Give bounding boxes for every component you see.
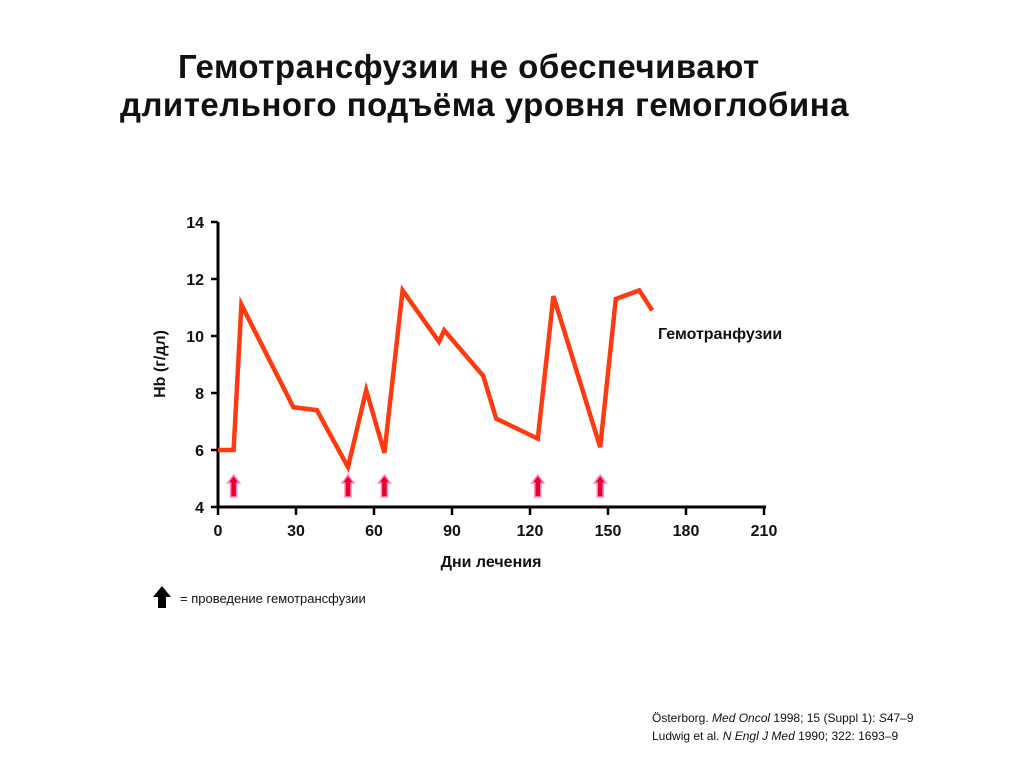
y-tick-label: 8 <box>195 386 204 403</box>
y-axis-label: Hb (г/дл) <box>152 330 169 398</box>
citation-segment: Österborg. <box>652 711 713 725</box>
citation-1: Österborg. Med Oncol 1998; 15 (Suppl 1):… <box>652 711 914 725</box>
citation-segment: 1998; 15 (Suppl 1): <box>770 711 879 725</box>
y-tick-label: 6 <box>195 443 204 460</box>
citation-segment: Ludwig et al. <box>652 729 723 743</box>
title-line-2: длительного подъёма уровня гемоглобина <box>120 86 849 123</box>
citation-segment: Med Oncol <box>712 711 771 725</box>
x-tick-label: 180 <box>673 523 700 540</box>
transfusion-arrow-icon <box>340 473 356 498</box>
citation-segment: 47–9 <box>886 711 914 725</box>
citation-segment: S <box>878 711 887 725</box>
y-tick-label: 14 <box>186 215 204 232</box>
transfusion-arrow-icon <box>376 473 392 498</box>
x-tick-label: 120 <box>517 523 544 540</box>
x-tick-label: 210 <box>751 523 778 540</box>
legend-text: = проведение гемотрансфузии <box>180 591 366 606</box>
y-tick-label: 12 <box>186 272 204 289</box>
title-line-1: Гемотрансфузии не обеспечивают <box>178 48 760 85</box>
transfusion-arrow-icon <box>226 473 242 498</box>
x-tick-label: 90 <box>443 523 461 540</box>
citation-segment: N Engl J Med <box>722 729 795 743</box>
x-tick-label: 60 <box>365 523 383 540</box>
transfusion-arrow-icon <box>530 473 546 498</box>
series-label: Гемотранфузии <box>658 326 782 343</box>
x-tick-label: 30 <box>287 523 305 540</box>
transfusion-arrow-icon <box>592 473 608 498</box>
series-line <box>218 284 655 474</box>
y-tick-label: 4 <box>195 500 204 517</box>
citation-2: Ludwig et al. N Engl J Med 1990; 322: 16… <box>652 729 898 743</box>
x-axis-label: Дни лечения <box>441 554 542 571</box>
x-tick-label: 0 <box>214 523 223 540</box>
citation-segment: 1990; 322: 1693–9 <box>794 729 899 743</box>
y-tick-label: 10 <box>186 329 204 346</box>
x-tick-label: 150 <box>595 523 622 540</box>
